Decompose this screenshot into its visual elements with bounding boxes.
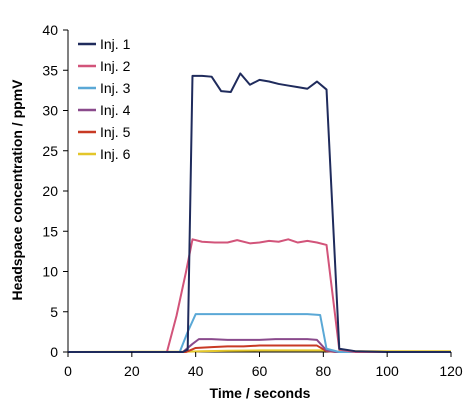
series-line-inj-4 xyxy=(68,338,451,353)
legend-label: Inj. 2 xyxy=(100,58,131,74)
x-tick-label: 0 xyxy=(64,363,72,379)
y-axis-title: Headspace concentration / ppmV xyxy=(9,79,25,301)
x-tick-label: 100 xyxy=(375,363,399,379)
series-layer xyxy=(67,72,451,353)
series-line-inj-1 xyxy=(68,72,451,353)
legend-label: Inj. 1 xyxy=(100,36,131,52)
legend-label: Inj. 5 xyxy=(100,124,131,140)
legend-label: Inj. 6 xyxy=(100,146,131,162)
y-tick-label: 20 xyxy=(42,183,58,199)
x-axis: 0 20 40 60 80 100 120 xyxy=(64,352,463,379)
y-tick-label: 10 xyxy=(42,264,58,280)
plot-frame xyxy=(67,30,451,353)
x-tick-label: 60 xyxy=(252,363,268,379)
y-tick-label: 35 xyxy=(42,62,58,78)
x-tick-label: 120 xyxy=(439,363,463,379)
series-line-inj-3 xyxy=(68,313,451,353)
y-tick-label: 30 xyxy=(42,103,58,119)
x-axis-title: Time / seconds xyxy=(210,385,311,401)
y-tick-label: 25 xyxy=(42,143,58,159)
legend-label: Inj. 3 xyxy=(100,80,131,96)
y-tick-label: 40 xyxy=(42,22,58,38)
series-line-inj-2 xyxy=(68,238,451,353)
x-tick-label: 80 xyxy=(316,363,332,379)
series-line-inj-5 xyxy=(68,344,451,353)
y-tick-label: 0 xyxy=(50,344,58,360)
x-tick-label: 40 xyxy=(188,363,204,379)
y-tick-label: 5 xyxy=(50,304,58,320)
legend: Inj. 1 Inj. 2 Inj. 3 Inj. 4 Inj. 5 Inj. 6 xyxy=(78,36,131,162)
y-tick-label: 15 xyxy=(42,223,58,239)
legend-label: Inj. 4 xyxy=(100,102,131,118)
x-tick-label: 20 xyxy=(124,363,140,379)
y-axis: 0 5 10 15 20 25 30 35 40 xyxy=(42,22,68,360)
